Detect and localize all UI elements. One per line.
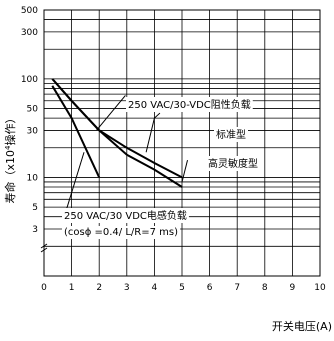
- axis-break-mark: [40, 243, 48, 249]
- annotation-inductive-1-bg: [62, 208, 189, 223]
- x-tick-label: 9: [290, 283, 296, 293]
- x-tick-label: 10: [314, 283, 326, 293]
- annotation-standard-text: 标准型: [216, 128, 246, 141]
- annotation-inductive-2-bg: [62, 226, 181, 239]
- annotation-resistive-bg: [126, 97, 253, 112]
- y-tick-label: 3: [32, 225, 38, 235]
- y-tick-label: 30: [27, 126, 39, 136]
- series-layer: [51, 78, 183, 188]
- x-axis-title: 开关电压(A): [272, 319, 332, 333]
- y-tick-label: 50: [27, 105, 39, 115]
- y-tick-label: 5: [32, 203, 38, 213]
- axis-layer: 3 5 10 30 50 100 300 500 0 1 2 3 4 5 6 7 8 9 10 开关电压(A) 寿命（x…: [3, 6, 332, 333]
- annotation-inductive-2-text: (cosϕ =0.4/ L/R=7 ms): [64, 227, 178, 238]
- x-tick-label: 2: [96, 283, 102, 293]
- x-tick-label: 7: [234, 283, 240, 293]
- y-tick-label: 100: [21, 75, 38, 85]
- axis-break-mark: [40, 247, 48, 253]
- annotation-high-sensitivity-text: 高灵敏度型: [208, 157, 258, 170]
- x-tick-label: 0: [41, 283, 47, 293]
- annotation-high-sensitivity-bg: [206, 156, 260, 171]
- leader-standard: [145, 112, 161, 153]
- x-tick-label: 4: [152, 283, 158, 293]
- y-tick-label: 10: [27, 173, 39, 183]
- x-tick-label: 1: [69, 283, 75, 293]
- plot-frame: [43, 9, 321, 277]
- y-tick-label: 300: [21, 28, 38, 38]
- leader-high-sens: [181, 159, 189, 183]
- annotation-standard: 标准型: [214, 127, 248, 142]
- series-line-2: [51, 85, 101, 178]
- leader-inductive: [65, 152, 85, 211]
- annotation-inductive-2: (cosϕ =0.4/ L/R=7 ms): [62, 226, 181, 239]
- annotation-inductive-1: 250 VAC/30 VDC电感负载: [62, 208, 189, 223]
- y-axis-title: 寿命（x104操作）: [3, 113, 17, 204]
- x-tick-label: 6: [207, 283, 213, 293]
- leader-resistive: [96, 95, 126, 131]
- x-tick-label: 8: [262, 283, 268, 293]
- series-line-1: [51, 78, 183, 188]
- y-tick-label: 500: [21, 6, 38, 16]
- annotation-resistive-text: 250 VAC/30-VDC阻性负载: [128, 98, 251, 111]
- annotation-resistive: 250 VAC/30-VDC阻性负载: [126, 97, 253, 112]
- x-tick-label: 3: [124, 283, 130, 293]
- annotation-standard-bg: [214, 127, 248, 142]
- x-tick-label: 5: [179, 283, 185, 293]
- annotation-high-sensitivity: 高灵敏度型: [206, 156, 260, 171]
- annotation-inductive-1-text: 250 VAC/30 VDC电感负载: [64, 209, 187, 222]
